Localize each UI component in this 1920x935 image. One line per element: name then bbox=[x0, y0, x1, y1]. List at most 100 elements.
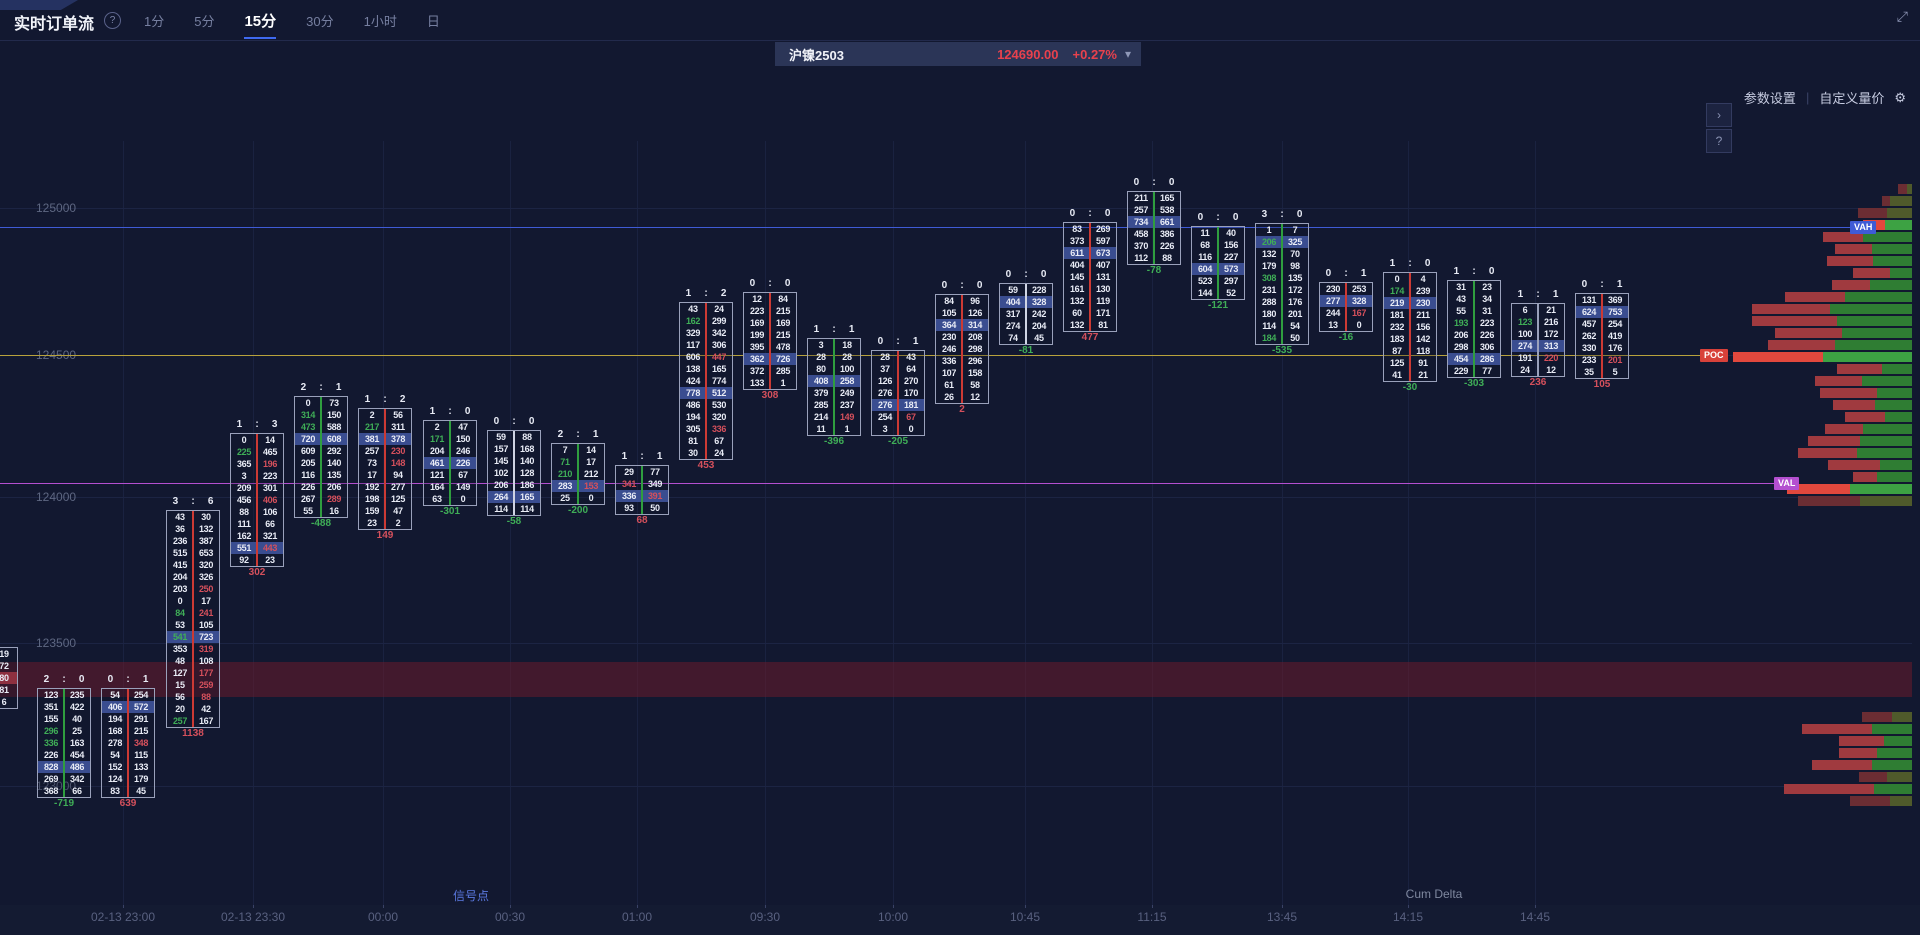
footprint-column: 1:0 2 47 171 150 204 246 461 226 121 67 164 149 63 0 -3… bbox=[423, 406, 477, 517]
ask-cell: 223 bbox=[1479, 318, 1495, 328]
ask-cell: 52 bbox=[1226, 288, 1236, 298]
footprint-box: 11 40 68 156 116 227 604 573 523 297 144 52 bbox=[1191, 226, 1245, 300]
tab-日[interactable]: 日 bbox=[426, 13, 440, 29]
price-row: 152 133 bbox=[102, 761, 154, 773]
ask-cell: 135 bbox=[326, 470, 342, 480]
ask-cell: 211 bbox=[1416, 310, 1430, 320]
chevron-down-icon[interactable]: ▾ bbox=[1124, 47, 1131, 61]
price-row: 81 67 bbox=[680, 435, 732, 447]
bid-cell: 288 bbox=[1261, 297, 1277, 307]
ask-cell: 45 bbox=[1034, 333, 1044, 343]
ask-cell: 1 bbox=[844, 424, 850, 434]
tab-1小时[interactable]: 1小时 bbox=[363, 13, 397, 29]
bid-cell: 0 bbox=[177, 596, 183, 606]
price-row: 80 100 bbox=[808, 363, 860, 375]
price-row: 395 478 bbox=[744, 341, 796, 353]
price-row: 257 167 bbox=[167, 715, 219, 727]
price-row: 144 52 bbox=[1192, 287, 1244, 299]
bid-cell: 364 bbox=[941, 320, 957, 330]
price-row: 45119 bbox=[0, 648, 17, 660]
imbalance-header: 2:1 bbox=[557, 429, 599, 440]
signal-points-label[interactable]: 信号点 bbox=[452, 889, 490, 903]
tab-1分[interactable]: 1分 bbox=[144, 13, 165, 29]
volume-profile-row bbox=[1812, 760, 1912, 770]
price-row: 353 319 bbox=[167, 643, 219, 655]
tab-30分[interactable]: 30分 bbox=[306, 13, 334, 29]
bid-cell: 100 bbox=[1517, 329, 1533, 339]
ask-cell: 588 bbox=[326, 422, 342, 432]
ask-cell: 186 bbox=[519, 480, 535, 490]
ask-cell: 212 bbox=[583, 469, 599, 479]
bid-cell: 296 bbox=[43, 726, 59, 736]
price-row: 11 40 bbox=[1192, 227, 1244, 239]
ask-cell: 538 bbox=[1159, 205, 1175, 215]
sell-volume-bar bbox=[1798, 448, 1857, 458]
price-row: 12 84 bbox=[744, 293, 796, 305]
val-line bbox=[0, 483, 1774, 484]
price-row: 59 88 bbox=[488, 431, 540, 443]
imbalance-header: 0:0 bbox=[1133, 177, 1175, 188]
sell-volume-bar bbox=[1862, 712, 1892, 722]
column-delta: -78 bbox=[1146, 265, 1162, 276]
param-settings-button[interactable]: 参数设置 bbox=[1743, 91, 1796, 106]
sell-volume-bar bbox=[1815, 376, 1862, 386]
tab-5分[interactable]: 5分 bbox=[194, 13, 215, 29]
tab-15分[interactable]: 15分 bbox=[242, 0, 278, 41]
buy-volume-bar bbox=[1850, 484, 1912, 494]
bid-cell: 114 bbox=[494, 504, 508, 514]
buy-volume-bar bbox=[1872, 724, 1912, 734]
footprint-column: 1:0 31 23 43 34 55 31 193 223 206 226 298 306 454 286 2… bbox=[1447, 266, 1501, 389]
price-row: 22872 bbox=[0, 660, 17, 672]
bid-cell: 162 bbox=[236, 531, 252, 541]
cum-delta-label[interactable]: Cum Delta bbox=[1405, 887, 1463, 901]
bid-cell: 114 bbox=[1262, 321, 1276, 331]
sell-volume-bar bbox=[1785, 292, 1845, 302]
ask-cell: 64 bbox=[906, 364, 916, 374]
expand-arrow-button[interactable]: › bbox=[1706, 103, 1732, 127]
chart-area[interactable]: 125000124500124000123500123000VAHPOCVAL2… bbox=[0, 41, 1920, 905]
footprint-box: 43 30 36 132 236 387 515 653 415 320 204 326 203 250 0… bbox=[166, 510, 220, 728]
price-row: 262 419 bbox=[1576, 330, 1628, 342]
price-row: 59 228 bbox=[1000, 284, 1052, 296]
footprint-box: 29 77 341 349 336 391 93 50 bbox=[615, 465, 669, 515]
ask-cell: 215 bbox=[775, 330, 791, 340]
ask-cell: 387 bbox=[198, 536, 214, 546]
price-row: 230 253 bbox=[1320, 283, 1372, 295]
ask-cell: 42 bbox=[201, 704, 211, 714]
gear-icon[interactable]: ⚙ bbox=[1894, 89, 1906, 105]
time-axis-label: 00:30 bbox=[494, 910, 526, 924]
ask-cell: 348 bbox=[133, 738, 149, 748]
bid-cell: 26 bbox=[944, 392, 954, 402]
custom-volume-button[interactable]: 自定义量价 bbox=[1819, 91, 1885, 106]
help-icon[interactable]: ? bbox=[104, 12, 121, 29]
price-row: 298 306 bbox=[1448, 341, 1500, 353]
delta-divider bbox=[1345, 283, 1347, 331]
price-row: 63 0 bbox=[424, 493, 476, 505]
volume-profile-row bbox=[1859, 772, 1912, 782]
bid-cell: 395 bbox=[749, 342, 765, 352]
price-row: 183 142 bbox=[1384, 333, 1436, 345]
bid-cell: 144 bbox=[1197, 288, 1213, 298]
volume-profile-row bbox=[1733, 352, 1912, 362]
symbol-name: 沪镍2503 bbox=[789, 47, 844, 63]
bid-cell: 6 bbox=[1522, 305, 1528, 315]
help-button[interactable]: ? bbox=[1706, 129, 1732, 153]
ask-cell: 115 bbox=[134, 750, 148, 760]
ask-cell: 176 bbox=[1607, 343, 1623, 353]
symbol-selector[interactable]: 沪镍2503 124690.00 +0.27% ▾ bbox=[775, 42, 1141, 66]
buy-volume-bar bbox=[1870, 280, 1912, 290]
column-delta: 477 bbox=[1081, 332, 1099, 343]
price-row: 486 530 bbox=[680, 399, 732, 411]
ask-cell: 149 bbox=[839, 412, 855, 422]
buy-volume-bar bbox=[1872, 244, 1912, 254]
price-row: 2 56 bbox=[359, 409, 411, 421]
vertical-gridline bbox=[253, 141, 254, 905]
price-row: 254 67 bbox=[872, 411, 924, 423]
price-row: 102 128 bbox=[488, 467, 540, 479]
fullscreen-icon[interactable]: ⤢ bbox=[1896, 8, 1908, 24]
footprint-column: 0:1 54 254 406 572 194 291 168 215 278 348 54 115 152… bbox=[101, 674, 155, 809]
bid-cell: 127 bbox=[172, 668, 188, 678]
bid-cell: 362 bbox=[749, 354, 765, 364]
ask-cell: 258 bbox=[839, 376, 855, 386]
price-row: 43 30 bbox=[167, 511, 219, 523]
